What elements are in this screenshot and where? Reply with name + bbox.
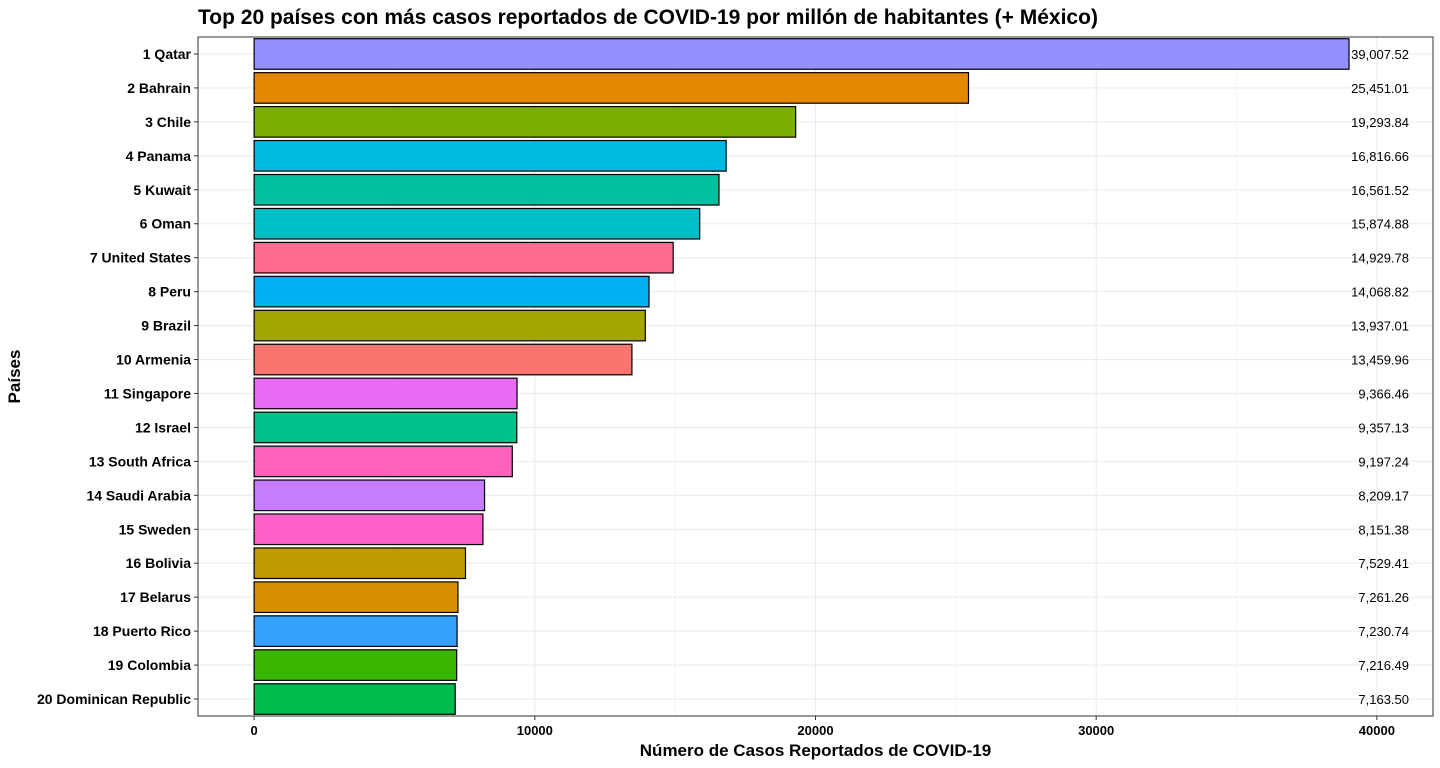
x-tick-label: 0 [251,723,258,738]
y-axis-title: Países [5,350,24,404]
data-label: 14,929.78 [1351,251,1409,266]
data-label: 8,151.38 [1358,522,1409,537]
data-label: 25,451.01 [1351,81,1409,96]
bar [253,139,727,172]
y-tick-label: 20 Dominican Republic [37,691,191,707]
bar [253,649,458,681]
plot-panel: 39,007.52 25,451.01 19,293.84 16,816.66 16,5… [197,36,1434,717]
data-label: 39,007.52 [1351,47,1409,62]
x-tick-label: 20000 [797,723,833,738]
data-label: 7,261.26 [1358,590,1409,605]
bar [253,581,459,614]
bar [253,105,797,138]
x-tick-label: 40000 [1359,723,1395,738]
y-tick-label: 14 Saudi Arabia [86,487,191,503]
data-label: 7,230.74 [1358,624,1409,639]
data-label: 14,068.82 [1351,285,1409,300]
bar [253,445,513,478]
data-label: 19,293.84 [1351,115,1409,130]
data-label: 8,209.17 [1358,488,1409,503]
y-tick-label: 5 Kuwait [133,182,191,198]
bar [253,411,518,444]
bar [253,615,458,648]
y-tick-label: 7 United States [90,250,191,266]
y-tick-label: 17 Belarus [120,589,191,605]
bar [253,275,650,308]
data-label: 7,163.50 [1358,692,1409,707]
data-label: 9,366.46 [1358,386,1409,401]
chart-title: Top 20 países con más casos reportados d… [198,6,1098,29]
data-label: 9,357.13 [1358,420,1409,435]
bar [253,173,720,206]
y-tick-label: 2 Bahrain [127,80,191,96]
bar [253,683,456,715]
data-label: 16,816.66 [1351,149,1409,164]
bar [253,72,970,104]
y-tick-label: 10 Armenia [116,352,191,368]
data-label: 13,937.01 [1351,319,1409,334]
data-label: 13,459.96 [1351,353,1409,368]
bar [253,547,467,580]
y-tick-label: 13 South Africa [89,453,191,469]
bar [253,241,674,274]
y-tick-label: 3 Chile [145,114,191,130]
x-axis: 0 10000 20000 30000 40000 [251,716,1395,738]
bar [253,207,701,240]
bar [253,479,486,512]
x-tick-label: 10000 [517,723,553,738]
y-tick-label: 6 Oman [140,216,191,232]
data-label: 15,874.88 [1351,217,1409,232]
data-label: 7,216.49 [1358,658,1409,673]
y-tick-label: 9 Brazil [141,318,191,334]
bar [253,38,1350,70]
x-axis-title: Número de Casos Reportados de COVID-19 [640,741,991,760]
y-axis: 1 Qatar 2 Bahrain 3 Chile 4 Panama 5 Kuwait 6… [37,46,198,707]
bar [253,513,484,546]
data-label: 16,561.52 [1351,183,1409,198]
data-label: 7,529.41 [1358,556,1409,571]
y-tick-label: 18 Puerto Rico [93,623,191,639]
y-tick-label: 16 Bolivia [126,555,192,571]
y-tick-label: 11 Singapore [104,385,191,401]
data-label: 9,197.24 [1358,454,1409,469]
y-tick-label: 15 Sweden [119,521,191,537]
y-tick-label: 19 Colombia [108,657,191,673]
bar [253,377,518,410]
bar [253,343,633,376]
y-tick-label: 8 Peru [148,284,191,300]
y-tick-label: 4 Panama [126,148,192,164]
bars-group [253,38,1350,715]
x-tick-label: 30000 [1078,723,1114,738]
value-labels-group: 39,007.52 25,451.01 19,293.84 16,816.66 16,5… [1351,47,1409,707]
bar [253,309,646,342]
y-tick-label: 12 Israel [135,419,191,435]
y-tick-label: 1 Qatar [143,46,192,62]
